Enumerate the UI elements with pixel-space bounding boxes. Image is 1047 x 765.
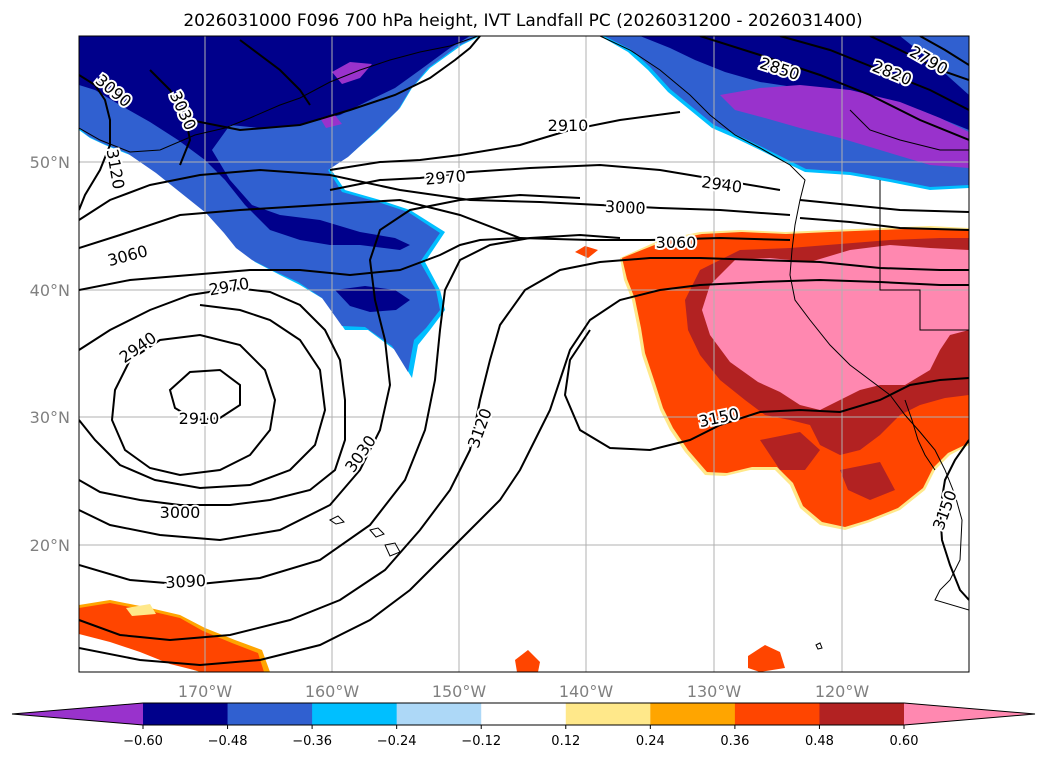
contour-label: 3090 <box>165 571 207 592</box>
lon-label: 160°W <box>305 682 360 701</box>
colorbar-segments <box>143 703 905 725</box>
lon-label: 120°W <box>815 682 870 701</box>
map-area: 3090 3030 3120 2910 2850 2820 2790 2970 … <box>79 36 969 672</box>
longitude-labels: 170°W 160°W 150°W 140°W 130°W 120°W <box>178 682 870 701</box>
colorbar-tick-label: 0.48 <box>805 734 834 749</box>
contour-label: 3000 <box>160 503 201 522</box>
colorbar-segment <box>396 703 482 725</box>
colorbar: −0.60 −0.48 −0.36 −0.24 −0.12 0.12 0.24 0.36 0.4… <box>11 702 1036 749</box>
coastlines <box>79 36 969 650</box>
contour-label: 3060 <box>656 233 697 252</box>
lat-label: 30°N <box>30 408 70 427</box>
negative-anomaly-region-northeast <box>600 36 969 190</box>
colorbar-tick-label: 0.36 <box>720 734 749 749</box>
colorbar-high-extend <box>904 703 1035 725</box>
lon-label: 170°W <box>178 682 233 701</box>
colorbar-segment <box>819 703 905 725</box>
colorbar-tick-label: 0.60 <box>890 734 919 749</box>
colorbar-tick-label: −0.24 <box>377 734 417 749</box>
lon-label: 140°W <box>559 682 614 701</box>
map-title: 2026031000 F096 700 hPa height, IVT Land… <box>183 11 862 31</box>
colorbar-segment <box>650 703 736 725</box>
colorbar-tick-label: −0.60 <box>123 734 163 749</box>
colorbar-segment <box>734 703 820 725</box>
map-frame <box>78 35 970 673</box>
colorbar-low-extend <box>12 703 143 725</box>
positive-anomaly-region <box>620 226 969 530</box>
contour-label: 2910 <box>179 409 220 428</box>
contour-label: 2970 <box>424 166 466 188</box>
latitude-labels: 50°N 40°N 30°N 20°N <box>30 153 70 555</box>
lat-label: 50°N <box>30 153 70 172</box>
lon-label: 130°W <box>687 682 742 701</box>
height-contours <box>79 36 969 667</box>
lat-label: 40°N <box>30 281 70 300</box>
colorbar-segment <box>227 703 313 725</box>
colorbar-tick-label: −0.12 <box>461 734 501 749</box>
colorbar-ticks: −0.60 −0.48 −0.36 −0.24 −0.12 0.12 0.24 0.36 0.4… <box>123 725 918 749</box>
colorbar-segment <box>481 703 567 725</box>
colorbar-segment <box>143 703 229 725</box>
colorbar-tick-label: 0.12 <box>551 734 580 749</box>
colorbar-tick-label: 0.24 <box>636 734 665 749</box>
colorbar-segment <box>312 703 398 725</box>
colorbar-tick-label: −0.48 <box>208 734 248 749</box>
lat-label: 20°N <box>30 536 70 555</box>
contour-label: 3000 <box>604 197 646 218</box>
colorbar-segment <box>565 703 651 725</box>
contour-label: 2910 <box>548 116 589 135</box>
small-anomaly-patches <box>79 246 785 672</box>
lon-label: 150°W <box>432 682 487 701</box>
colorbar-tick-label: −0.36 <box>292 734 332 749</box>
